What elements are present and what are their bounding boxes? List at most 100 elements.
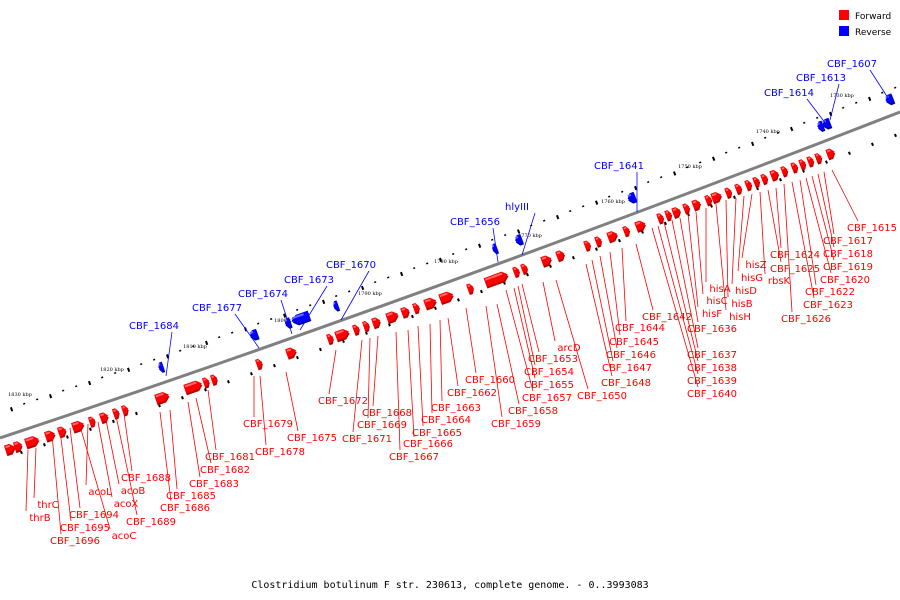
forward-gene-label: CBF_1636 <box>687 324 737 335</box>
connector-line <box>465 307 477 374</box>
tick-label: 1740 kbp <box>756 129 780 135</box>
forward-gene-label: CBF_1672 <box>318 396 368 407</box>
forward-gene-arrow <box>183 380 203 396</box>
forward-gene-label: CBF_1685 <box>166 491 216 502</box>
forward-gene-arrow <box>734 183 743 196</box>
forward-gene-label: CBF_1638 <box>687 363 737 374</box>
forward-gene-label: CBF_1624 <box>770 250 820 261</box>
forward-gene-layer <box>3 148 836 457</box>
connector-line <box>775 187 782 249</box>
forward-gene-arrow <box>769 169 780 182</box>
forward-gene-arrow <box>825 148 836 161</box>
connector-line <box>69 427 81 509</box>
forward-gene-arrow <box>423 297 437 311</box>
forward-gene-label: CBF_1645 <box>609 337 659 348</box>
reverse-gene-label: CBF_1677 <box>192 303 242 314</box>
forward-gene-label: CBF_1688 <box>121 473 171 484</box>
forward-gene-arrow <box>512 266 520 279</box>
forward-gene-label: hisG <box>741 273 763 284</box>
forward-gene-arrow <box>483 271 509 289</box>
connector-line <box>513 287 536 379</box>
connector-line <box>829 83 840 121</box>
forward-gene-arrow <box>154 391 170 406</box>
forward-gene-label: hisZ <box>745 260 766 271</box>
forward-gene-arrow <box>671 207 682 219</box>
connector-line <box>407 329 415 438</box>
forward-gene-label: hisC <box>706 296 727 307</box>
connector-line <box>340 270 370 321</box>
connector-line <box>367 337 371 419</box>
reverse-gene-arrow <box>885 93 896 106</box>
forward-gene-label: acoC <box>112 531 137 542</box>
connector-line <box>259 375 267 446</box>
forward-gene-arrow <box>780 166 789 178</box>
forward-gene-label: CBF_1617 <box>823 236 873 247</box>
reverse-gene-arrow <box>158 361 166 373</box>
legend-swatch-reverse <box>839 26 849 36</box>
forward-gene-label: CBF_1678 <box>255 447 305 458</box>
forward-gene-label: CBF_1654 <box>524 367 574 378</box>
forward-gene-arrow <box>120 405 129 417</box>
forward-gene-arrow <box>24 436 40 450</box>
forward-gene-label: acoB <box>121 486 146 497</box>
connector-line <box>79 425 111 530</box>
connector-line <box>299 285 328 331</box>
forward-gene-arrow <box>594 236 603 248</box>
reverse-gene-arrow <box>333 300 341 312</box>
forward-gene-label: CBF_1623 <box>803 300 853 311</box>
forward-gene-arrow <box>385 311 399 325</box>
forward-gene-arrow <box>111 408 120 420</box>
forward-gene-arrow <box>3 443 16 457</box>
forward-gene-label: acoL <box>88 487 112 498</box>
forward-gene-label: CBF_1694 <box>69 510 119 521</box>
forward-gene-label: CBF_1686 <box>160 503 210 514</box>
reverse-gene-label: CBF_1656 <box>450 217 500 228</box>
forward-gene-label: CBF_1681 <box>205 452 255 463</box>
connector-line <box>791 181 815 299</box>
forward-gene-arrow <box>400 306 410 319</box>
forward-gene-arrow <box>790 162 799 174</box>
forward-gene-label: CBF_1663 <box>431 403 481 414</box>
forward-gene-label: CBF_1683 <box>189 479 239 490</box>
legend-label-reverse: Reverse <box>855 28 892 38</box>
connector-line <box>165 331 173 377</box>
forward-gene-label: CBF_1622 <box>805 287 855 298</box>
tick-label: 1810 kbp <box>183 344 207 350</box>
reverse-gene-arrow <box>291 310 312 326</box>
forward-gene-label: CBF_1666 <box>403 439 453 450</box>
forward-gene-label: acoX <box>114 499 139 510</box>
forward-gene-label: CBF_1655 <box>524 380 574 391</box>
connector-line <box>759 191 766 275</box>
reverse-gene-arrow <box>627 191 638 204</box>
connector-line <box>737 195 745 272</box>
tick-label: 1750 kbp <box>678 164 702 170</box>
connector-line <box>496 303 520 405</box>
reverse-gene-arrow <box>817 120 826 132</box>
connector-line <box>767 189 782 263</box>
forward-gene-label: hisF <box>702 309 722 320</box>
forward-gene-label: CBF_1647 <box>602 363 652 374</box>
connector-line <box>417 325 424 427</box>
forward-gene-label: CBF_1679 <box>243 419 293 430</box>
connector-line <box>657 225 699 375</box>
forward-gene-label: CBF_1695 <box>60 523 110 534</box>
forward-gene-label: CBF_1662 <box>447 388 497 399</box>
forward-gene-arrow <box>98 412 109 425</box>
connector-line <box>234 313 260 349</box>
forward-gene-arrow <box>656 213 665 225</box>
forward-gene-label: CBF_1620 <box>820 275 870 286</box>
connector-line <box>169 409 178 490</box>
tick-label: 1760 kbp <box>601 199 625 205</box>
connector-line <box>831 169 859 222</box>
connector-line <box>59 429 72 522</box>
forward-gene-label: hisA <box>709 284 730 295</box>
label-connector-layer <box>25 69 889 535</box>
connector-line <box>517 285 536 366</box>
connector-line <box>799 179 817 286</box>
connector-line <box>85 423 89 486</box>
forward-gene-label: hisH <box>729 312 751 323</box>
connector-line <box>663 221 699 362</box>
reverse-gene-layer <box>158 93 896 373</box>
connector-line <box>372 335 379 407</box>
forward-gene-label: CBF_1637 <box>687 350 737 361</box>
